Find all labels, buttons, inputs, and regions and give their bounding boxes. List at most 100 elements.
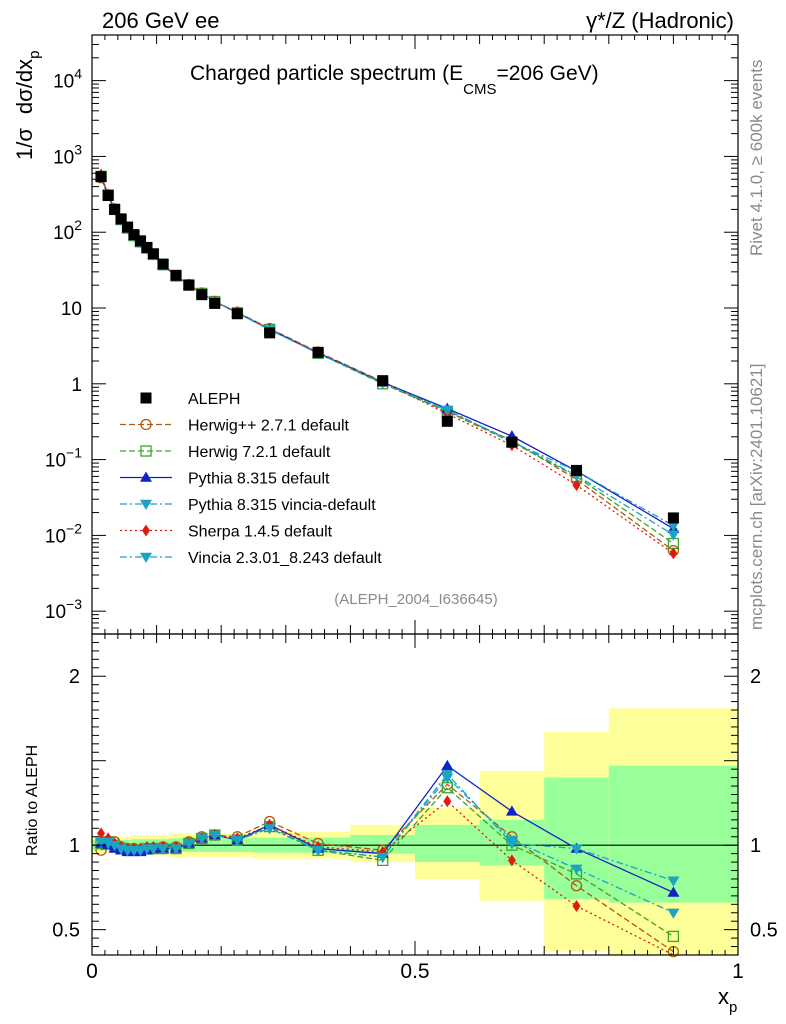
series-2-ratio-point-19 bbox=[505, 805, 518, 816]
x-tick-label-0: 0 bbox=[86, 960, 98, 983]
analysis-tag: (ALEPH_2004_I636645) bbox=[334, 591, 497, 608]
uncertainty-bands bbox=[92, 708, 738, 955]
header-right-label: γ*/Z (Hadronic) bbox=[586, 8, 734, 33]
series-line-top-3 bbox=[100, 175, 674, 527]
legend-label-2: Herwig 7.2.1 default bbox=[188, 444, 331, 461]
series-5-ratio-point-13 bbox=[208, 830, 221, 842]
legend-entry-4: Pythia 8.315 vincia-default bbox=[120, 497, 376, 514]
ratio-y-axis-label: Ratio to ALEPH bbox=[24, 745, 41, 856]
legend-entry-6: Vincia 2.3.01_8.243 default bbox=[120, 550, 382, 567]
top-ytick-label-7: 104 bbox=[53, 66, 82, 93]
legend-entry-5: Sherpa 1.4.5 default bbox=[120, 524, 333, 541]
legend-marker-2 bbox=[140, 445, 152, 457]
aleph-point-18 bbox=[441, 415, 453, 427]
aleph-point-19 bbox=[506, 436, 518, 448]
series-5-top-point-21 bbox=[667, 530, 680, 541]
top-ytick-label-4: 10 bbox=[61, 299, 82, 320]
series-4-ratio-point-20 bbox=[572, 900, 581, 913]
top-y-axis-label-b: dσ/dx bbox=[12, 59, 37, 114]
series-5-ratio-point-1 bbox=[102, 837, 115, 848]
series-5-ratio-point-8 bbox=[147, 844, 160, 855]
legend-label-5: Sherpa 1.4.5 default bbox=[188, 524, 333, 541]
series-4-ratio-point-18 bbox=[443, 795, 452, 808]
aleph-point-7 bbox=[141, 241, 153, 253]
aleph-point-12 bbox=[196, 289, 208, 301]
x-axis-label-main: x bbox=[718, 984, 729, 1009]
legend-marker-6 bbox=[140, 552, 152, 563]
series-line-top-1 bbox=[100, 176, 674, 545]
series-5-ratio-point-16 bbox=[312, 846, 325, 857]
series-line-ratio-4 bbox=[100, 800, 674, 956]
series-5-ratio-point-21 bbox=[667, 908, 680, 919]
mcplots-source-label: mcplots.cern.ch [arXiv:2401.10621] bbox=[747, 364, 766, 630]
aleph-data-points bbox=[95, 171, 679, 524]
series-5-ratio-point-18 bbox=[441, 773, 454, 784]
legend-entry-2: Herwig 7.2.1 default bbox=[120, 444, 331, 461]
aleph-point-20 bbox=[571, 464, 582, 476]
chart-title-main: Charged particle spectrum (E bbox=[190, 62, 463, 85]
legend-marker-0 bbox=[140, 392, 152, 404]
rat-ytick-label-right-1: 1 bbox=[750, 835, 761, 857]
legend-entry-3: Pythia 8.315 default bbox=[120, 471, 330, 488]
aleph-point-1 bbox=[102, 190, 114, 202]
legend-marker-4 bbox=[140, 499, 152, 510]
x-tick-label-1: 0.5 bbox=[400, 960, 429, 983]
top-y-axis-label-sub: p bbox=[26, 51, 43, 59]
series-0-ratio-point-20 bbox=[570, 880, 583, 892]
legend-marker-3 bbox=[140, 471, 152, 482]
aleph-point-4 bbox=[122, 221, 134, 233]
top-ytick-label-2: 10−1 bbox=[45, 445, 82, 472]
series-4-ratio-point-19 bbox=[507, 854, 516, 867]
aleph-point-9 bbox=[157, 258, 169, 270]
series-2-ratio-point-21 bbox=[667, 886, 680, 897]
rivet-version-label: Rivet 4.1.0, ≥ 600k events bbox=[747, 60, 766, 256]
series-5-ratio-point-20 bbox=[570, 864, 583, 875]
series-line-top-0 bbox=[100, 177, 674, 552]
series-5-ratio-point-12 bbox=[195, 834, 208, 845]
top-y-axis-label-a: 1/σ bbox=[12, 128, 37, 160]
rat-ytick-label-left-1: 1 bbox=[69, 835, 80, 857]
aleph-point-0 bbox=[95, 171, 107, 183]
legend-label-6: Vincia 2.3.01_8.243 default bbox=[188, 550, 382, 567]
rat-ytick-label-right-0: 0.5 bbox=[750, 920, 778, 942]
series-3-ratio-point-21 bbox=[667, 876, 680, 887]
top-ytick-label-0: 10−3 bbox=[45, 596, 82, 623]
axis-ticks: 0 0.5 1 10−3 10−2 10−1 1 10 102 103 104 0.5 0.5 1 1 2 2 bbox=[45, 34, 778, 983]
legend-label-1: Herwig++ 2.7.1 default bbox=[188, 418, 350, 435]
header-left-label: 206 GeV ee bbox=[102, 8, 219, 33]
rat-ytick-label-left-2: 2 bbox=[69, 666, 80, 688]
chart-title-tail: =206 GeV) bbox=[496, 62, 598, 85]
aleph-point-17 bbox=[377, 375, 389, 387]
top-panel-frame bbox=[91, 34, 739, 635]
aleph-point-3 bbox=[115, 213, 127, 225]
aleph-point-16 bbox=[312, 346, 324, 358]
series-5-ratio-point-9 bbox=[157, 844, 170, 855]
aleph-point-6 bbox=[134, 235, 146, 247]
aleph-point-5 bbox=[128, 229, 140, 241]
series-line-ratio-3 bbox=[100, 773, 674, 882]
series-4-top-point-21 bbox=[669, 547, 678, 560]
rat-ytick-label-right-2: 2 bbox=[750, 666, 761, 688]
band-green-7 bbox=[415, 824, 480, 863]
rat-ytick-label-left-0: 0.5 bbox=[52, 920, 80, 942]
chart-title-subscript: CMS bbox=[463, 81, 496, 98]
series-line-top-4 bbox=[100, 174, 674, 554]
series-5-ratio-point-14 bbox=[231, 835, 244, 847]
series-2-ratio-point-18 bbox=[441, 759, 454, 770]
aleph-point-14 bbox=[231, 308, 243, 320]
legend-entry-0: ALEPH bbox=[140, 391, 240, 408]
top-ytick-label-1: 10−2 bbox=[45, 520, 82, 547]
series-3-ratio-point-20 bbox=[570, 844, 583, 855]
series-5-ratio-point-15 bbox=[263, 824, 276, 835]
legend-label-3: Pythia 8.315 default bbox=[188, 471, 330, 488]
top-ytick-label-3: 1 bbox=[71, 375, 82, 396]
series-5-ratio-point-2 bbox=[108, 840, 121, 852]
aleph-point-2 bbox=[109, 203, 121, 215]
chart-title: Charged particle spectrum (ECMS=206 GeV) bbox=[190, 62, 599, 98]
legend-marker-5 bbox=[142, 524, 150, 537]
series-4-top-point-20 bbox=[572, 479, 581, 492]
aleph-point-11 bbox=[183, 279, 195, 291]
series-4-ratio-point-0 bbox=[97, 827, 106, 840]
x-axis-label: xp bbox=[718, 984, 737, 1016]
legend-label-0: ALEPH bbox=[188, 391, 240, 408]
